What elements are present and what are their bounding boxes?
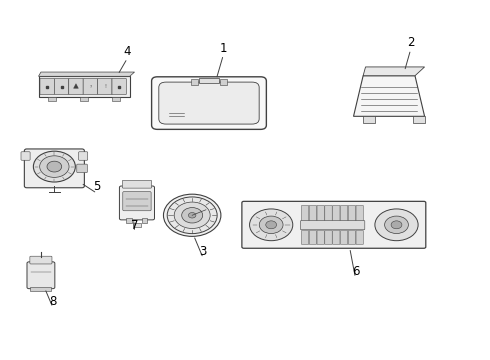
Circle shape bbox=[40, 156, 69, 177]
FancyBboxPatch shape bbox=[341, 230, 348, 244]
Bar bbox=[191, 79, 198, 85]
FancyBboxPatch shape bbox=[69, 78, 83, 95]
FancyBboxPatch shape bbox=[300, 221, 365, 230]
Bar bbox=[413, 116, 425, 123]
FancyBboxPatch shape bbox=[333, 206, 340, 222]
Circle shape bbox=[47, 161, 62, 172]
Text: 4: 4 bbox=[123, 45, 131, 58]
FancyBboxPatch shape bbox=[98, 78, 112, 95]
FancyBboxPatch shape bbox=[27, 262, 55, 289]
Text: 3: 3 bbox=[199, 245, 207, 258]
Circle shape bbox=[164, 194, 221, 237]
Polygon shape bbox=[353, 76, 425, 116]
Bar bbox=[199, 77, 219, 83]
FancyBboxPatch shape bbox=[242, 201, 426, 248]
Polygon shape bbox=[74, 84, 78, 88]
FancyBboxPatch shape bbox=[40, 78, 54, 95]
FancyBboxPatch shape bbox=[120, 186, 154, 220]
FancyBboxPatch shape bbox=[301, 206, 309, 222]
Bar bbox=[79, 97, 88, 101]
Bar bbox=[126, 219, 132, 224]
FancyBboxPatch shape bbox=[317, 230, 324, 244]
FancyBboxPatch shape bbox=[317, 206, 324, 222]
Bar bbox=[363, 116, 375, 123]
FancyBboxPatch shape bbox=[301, 230, 309, 244]
Circle shape bbox=[385, 216, 408, 234]
FancyBboxPatch shape bbox=[325, 230, 332, 244]
FancyBboxPatch shape bbox=[159, 82, 259, 124]
FancyBboxPatch shape bbox=[112, 78, 126, 95]
FancyBboxPatch shape bbox=[333, 230, 340, 244]
FancyBboxPatch shape bbox=[356, 230, 364, 244]
FancyBboxPatch shape bbox=[122, 180, 151, 188]
Text: ?: ? bbox=[89, 85, 92, 89]
FancyBboxPatch shape bbox=[356, 206, 364, 222]
Bar bbox=[48, 97, 56, 101]
FancyBboxPatch shape bbox=[341, 206, 348, 222]
Text: !: ! bbox=[104, 84, 106, 89]
FancyBboxPatch shape bbox=[348, 230, 356, 244]
Circle shape bbox=[259, 216, 283, 234]
Text: 7: 7 bbox=[131, 219, 138, 232]
Circle shape bbox=[33, 151, 75, 182]
FancyBboxPatch shape bbox=[24, 149, 84, 188]
Circle shape bbox=[189, 212, 196, 218]
FancyBboxPatch shape bbox=[77, 164, 87, 172]
Circle shape bbox=[182, 208, 203, 223]
Circle shape bbox=[391, 221, 402, 229]
Text: 5: 5 bbox=[94, 180, 101, 193]
FancyBboxPatch shape bbox=[123, 192, 151, 211]
FancyBboxPatch shape bbox=[309, 230, 317, 244]
Circle shape bbox=[174, 202, 210, 229]
FancyBboxPatch shape bbox=[39, 76, 130, 97]
FancyBboxPatch shape bbox=[348, 206, 356, 222]
Bar bbox=[112, 97, 120, 101]
FancyBboxPatch shape bbox=[83, 78, 98, 95]
Bar bbox=[30, 287, 51, 291]
Bar bbox=[220, 79, 227, 85]
FancyBboxPatch shape bbox=[151, 77, 267, 129]
Bar bbox=[142, 219, 147, 224]
Text: 8: 8 bbox=[49, 295, 57, 308]
FancyBboxPatch shape bbox=[30, 256, 52, 264]
Circle shape bbox=[249, 209, 293, 241]
Text: 1: 1 bbox=[220, 42, 227, 55]
FancyBboxPatch shape bbox=[54, 78, 69, 95]
Circle shape bbox=[167, 197, 217, 234]
FancyBboxPatch shape bbox=[325, 206, 332, 222]
Circle shape bbox=[266, 221, 276, 229]
Text: 2: 2 bbox=[407, 36, 415, 49]
Polygon shape bbox=[363, 67, 425, 76]
Bar bbox=[133, 223, 141, 227]
FancyBboxPatch shape bbox=[309, 206, 317, 222]
Text: 6: 6 bbox=[352, 265, 359, 278]
FancyBboxPatch shape bbox=[78, 152, 88, 160]
Circle shape bbox=[375, 209, 418, 241]
FancyBboxPatch shape bbox=[21, 152, 30, 160]
Polygon shape bbox=[39, 72, 135, 76]
